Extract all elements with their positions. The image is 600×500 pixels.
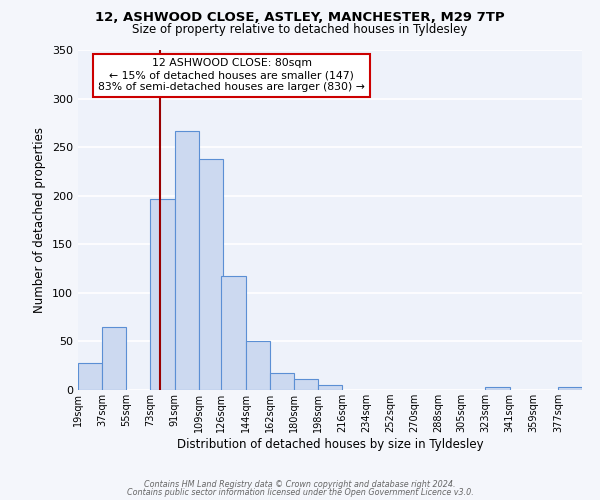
Bar (245, 342, 269, 390)
X-axis label: Distribution of detached houses by size in Tyldesley: Distribution of detached houses by size … (176, 438, 484, 451)
Bar (151, 198, 175, 390)
Text: Contains public sector information licensed under the Open Government Licence v3: Contains public sector information licen… (127, 488, 473, 497)
Bar (199, 159, 223, 390)
Bar (318, 385, 342, 390)
Bar (294, 380, 318, 390)
Bar (558, 387, 582, 390)
Bar (175, 130, 199, 390)
Text: Size of property relative to detached houses in Tyldesley: Size of property relative to detached ho… (133, 22, 467, 36)
Bar (485, 387, 509, 390)
Y-axis label: Number of detached properties: Number of detached properties (34, 127, 46, 313)
Bar (102, 327, 126, 390)
Text: 12 ASHWOOD CLOSE: 80sqm
← 15% of detached houses are smaller (147)
83% of semi-d: 12 ASHWOOD CLOSE: 80sqm ← 15% of detache… (98, 58, 365, 92)
Bar (221, 276, 245, 390)
Bar (78, 363, 102, 390)
Text: Contains HM Land Registry data © Crown copyright and database right 2024.: Contains HM Land Registry data © Crown c… (144, 480, 456, 489)
Text: 12, ASHWOOD CLOSE, ASTLEY, MANCHESTER, M29 7TP: 12, ASHWOOD CLOSE, ASTLEY, MANCHESTER, M… (95, 11, 505, 24)
Bar (269, 372, 294, 390)
